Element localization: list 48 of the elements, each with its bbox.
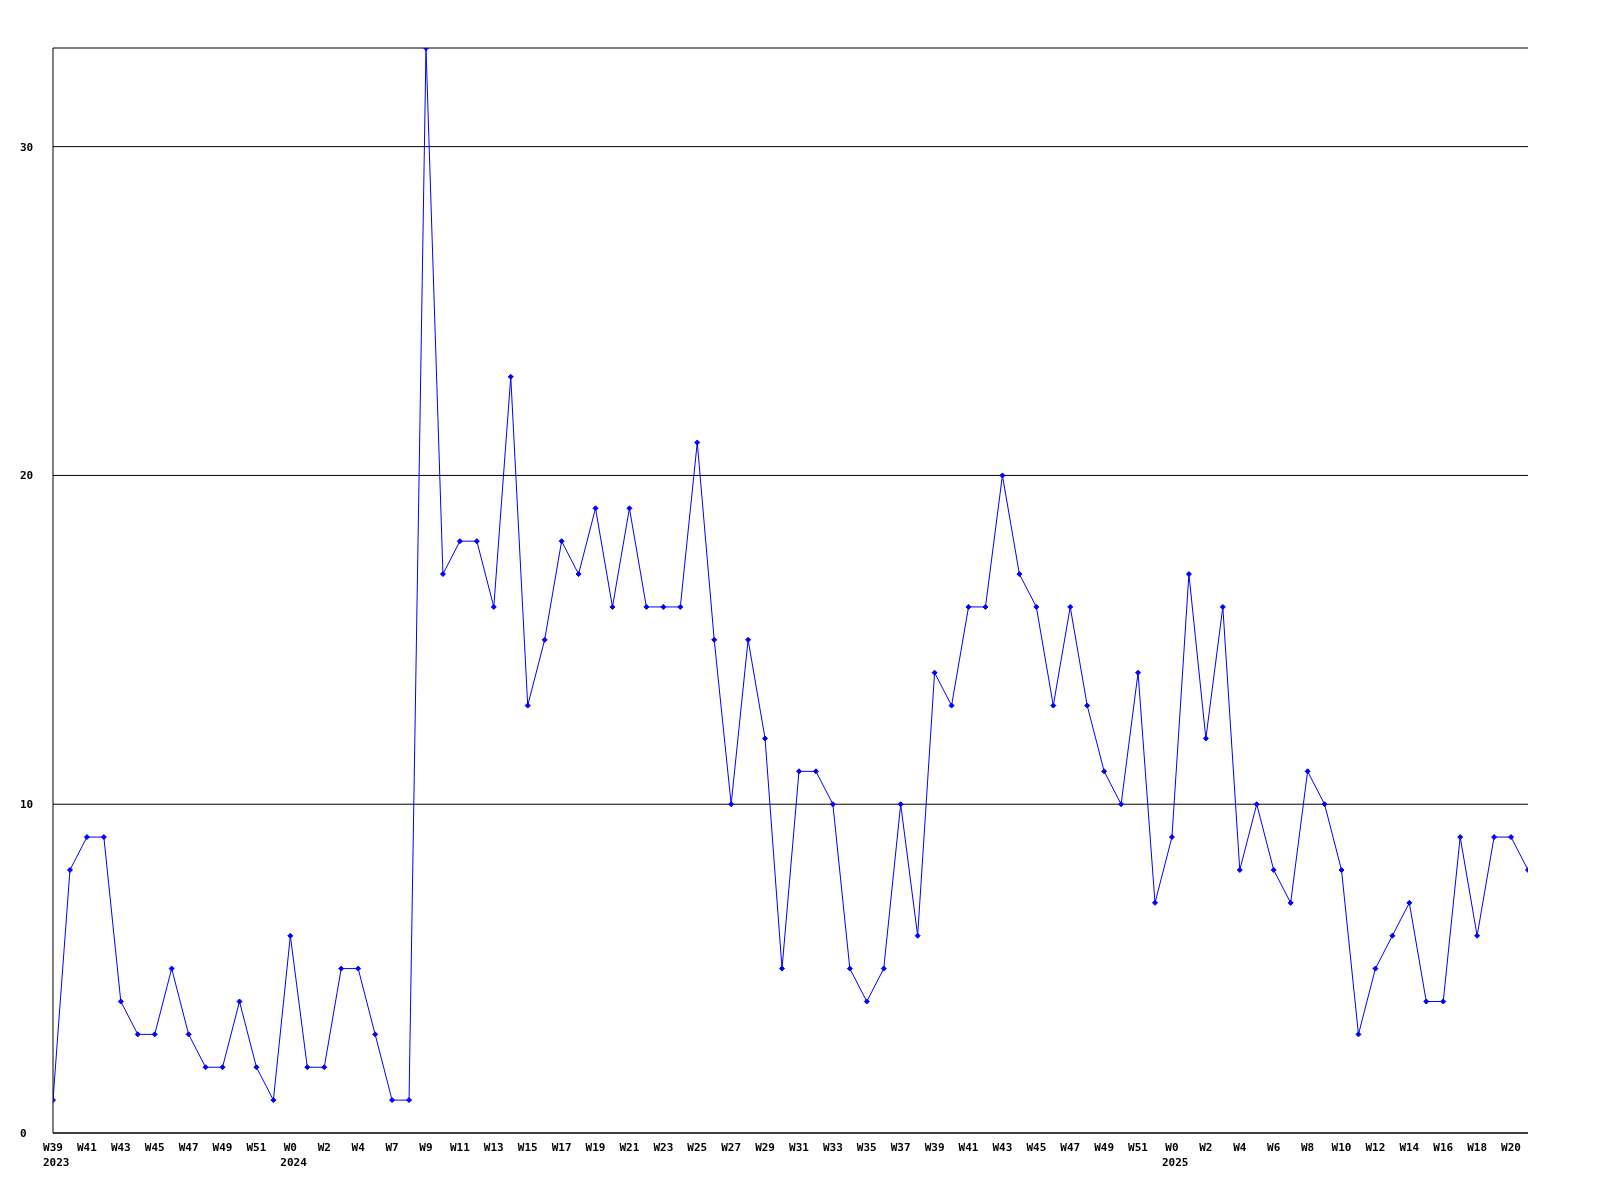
x-tick-label: W8: [1300, 1141, 1315, 1154]
x-tick-label: W13: [483, 1141, 504, 1154]
x-tick-label: W51: [246, 1141, 267, 1154]
x-tick-label: W10: [1331, 1141, 1352, 1154]
x-tick-label: W16: [1433, 1141, 1454, 1154]
x-tick-label: W17: [551, 1141, 572, 1154]
x-tick-label: W0 2024: [280, 1141, 308, 1169]
x-tick-label: W0 2025: [1161, 1141, 1189, 1169]
x-tick-label: W49: [1094, 1141, 1115, 1154]
x-tick-label: W6: [1267, 1141, 1281, 1154]
x-tick-label: W35: [856, 1141, 877, 1154]
x-tick-label: W39 2023: [43, 1141, 70, 1169]
x-tick-label: W45: [144, 1141, 165, 1154]
x-tick-label: W4: [1233, 1141, 1247, 1154]
x-tick-label: W15: [517, 1141, 538, 1154]
x-tick-label: W29: [755, 1141, 776, 1154]
x-tick-label: W47: [1060, 1141, 1081, 1154]
x-tick-label: W2: [317, 1141, 331, 1154]
x-tick-label: W45: [1026, 1141, 1047, 1154]
x-tick-label: W41: [958, 1141, 979, 1154]
x-tick-label: W37: [890, 1141, 911, 1154]
x-tick-label: W7: [385, 1141, 399, 1154]
x-tick-label: W25: [687, 1141, 708, 1154]
x-tick-label: W31: [789, 1141, 810, 1154]
x-tick-label: W11: [449, 1141, 471, 1154]
y-tick-label: 10: [20, 798, 34, 812]
x-tick-label: W43: [110, 1141, 131, 1154]
x-tick-label: W23: [653, 1141, 674, 1154]
x-tick-label: W27: [721, 1141, 742, 1154]
y-tick-label: 30: [20, 140, 34, 154]
x-tick-label: W9: [419, 1141, 433, 1154]
x-tick-label: W33: [822, 1141, 843, 1154]
y-tick-label: 0: [20, 1126, 27, 1140]
y-tick-label: 20: [20, 469, 34, 483]
x-tick-label: W2: [1199, 1141, 1213, 1154]
x-tick-label: W47: [178, 1141, 199, 1154]
x-tick-label: W43: [992, 1141, 1013, 1154]
x-tick-label: W4: [351, 1141, 366, 1154]
x-tick-label: W39: [924, 1141, 945, 1154]
x-tick-label: W19: [585, 1141, 606, 1154]
x-tick-label: W51: [1128, 1141, 1149, 1154]
x-tick-label: W14: [1399, 1141, 1420, 1154]
x-tick-label: W21: [619, 1141, 640, 1154]
x-tick-label: W49: [212, 1141, 233, 1154]
x-tick-label: W12: [1365, 1141, 1386, 1154]
x-tick-label: W41: [76, 1141, 98, 1154]
x-tick-label: W18: [1467, 1141, 1488, 1154]
x-tick-label: W20: [1501, 1141, 1521, 1154]
